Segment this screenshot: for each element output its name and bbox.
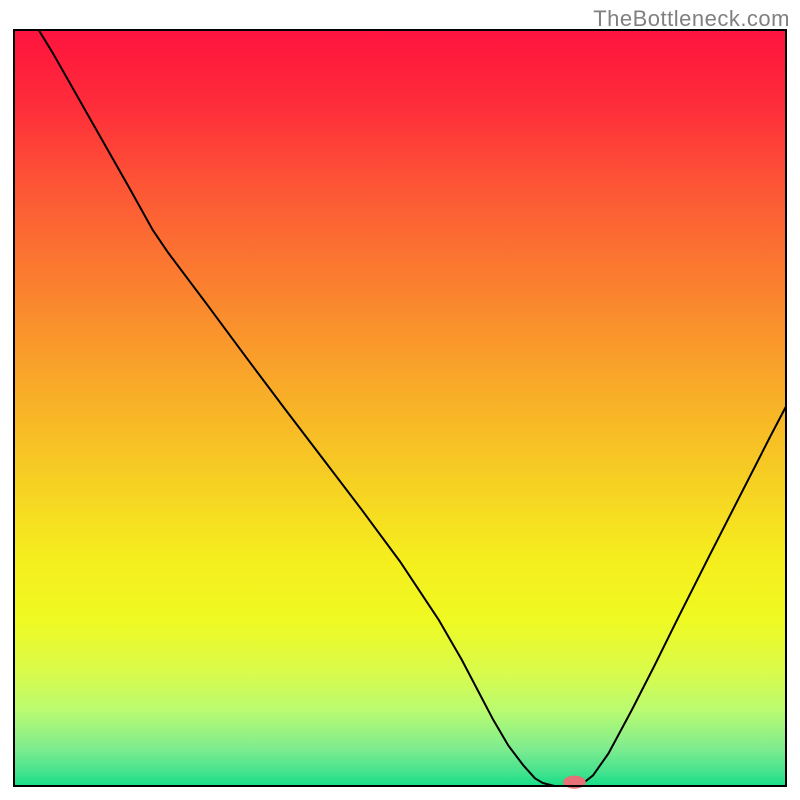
chart-background bbox=[14, 30, 786, 786]
chart-container: TheBottleneck.com bbox=[0, 0, 800, 800]
bottleneck-chart bbox=[0, 0, 800, 800]
watermark-text: TheBottleneck.com bbox=[593, 6, 790, 32]
